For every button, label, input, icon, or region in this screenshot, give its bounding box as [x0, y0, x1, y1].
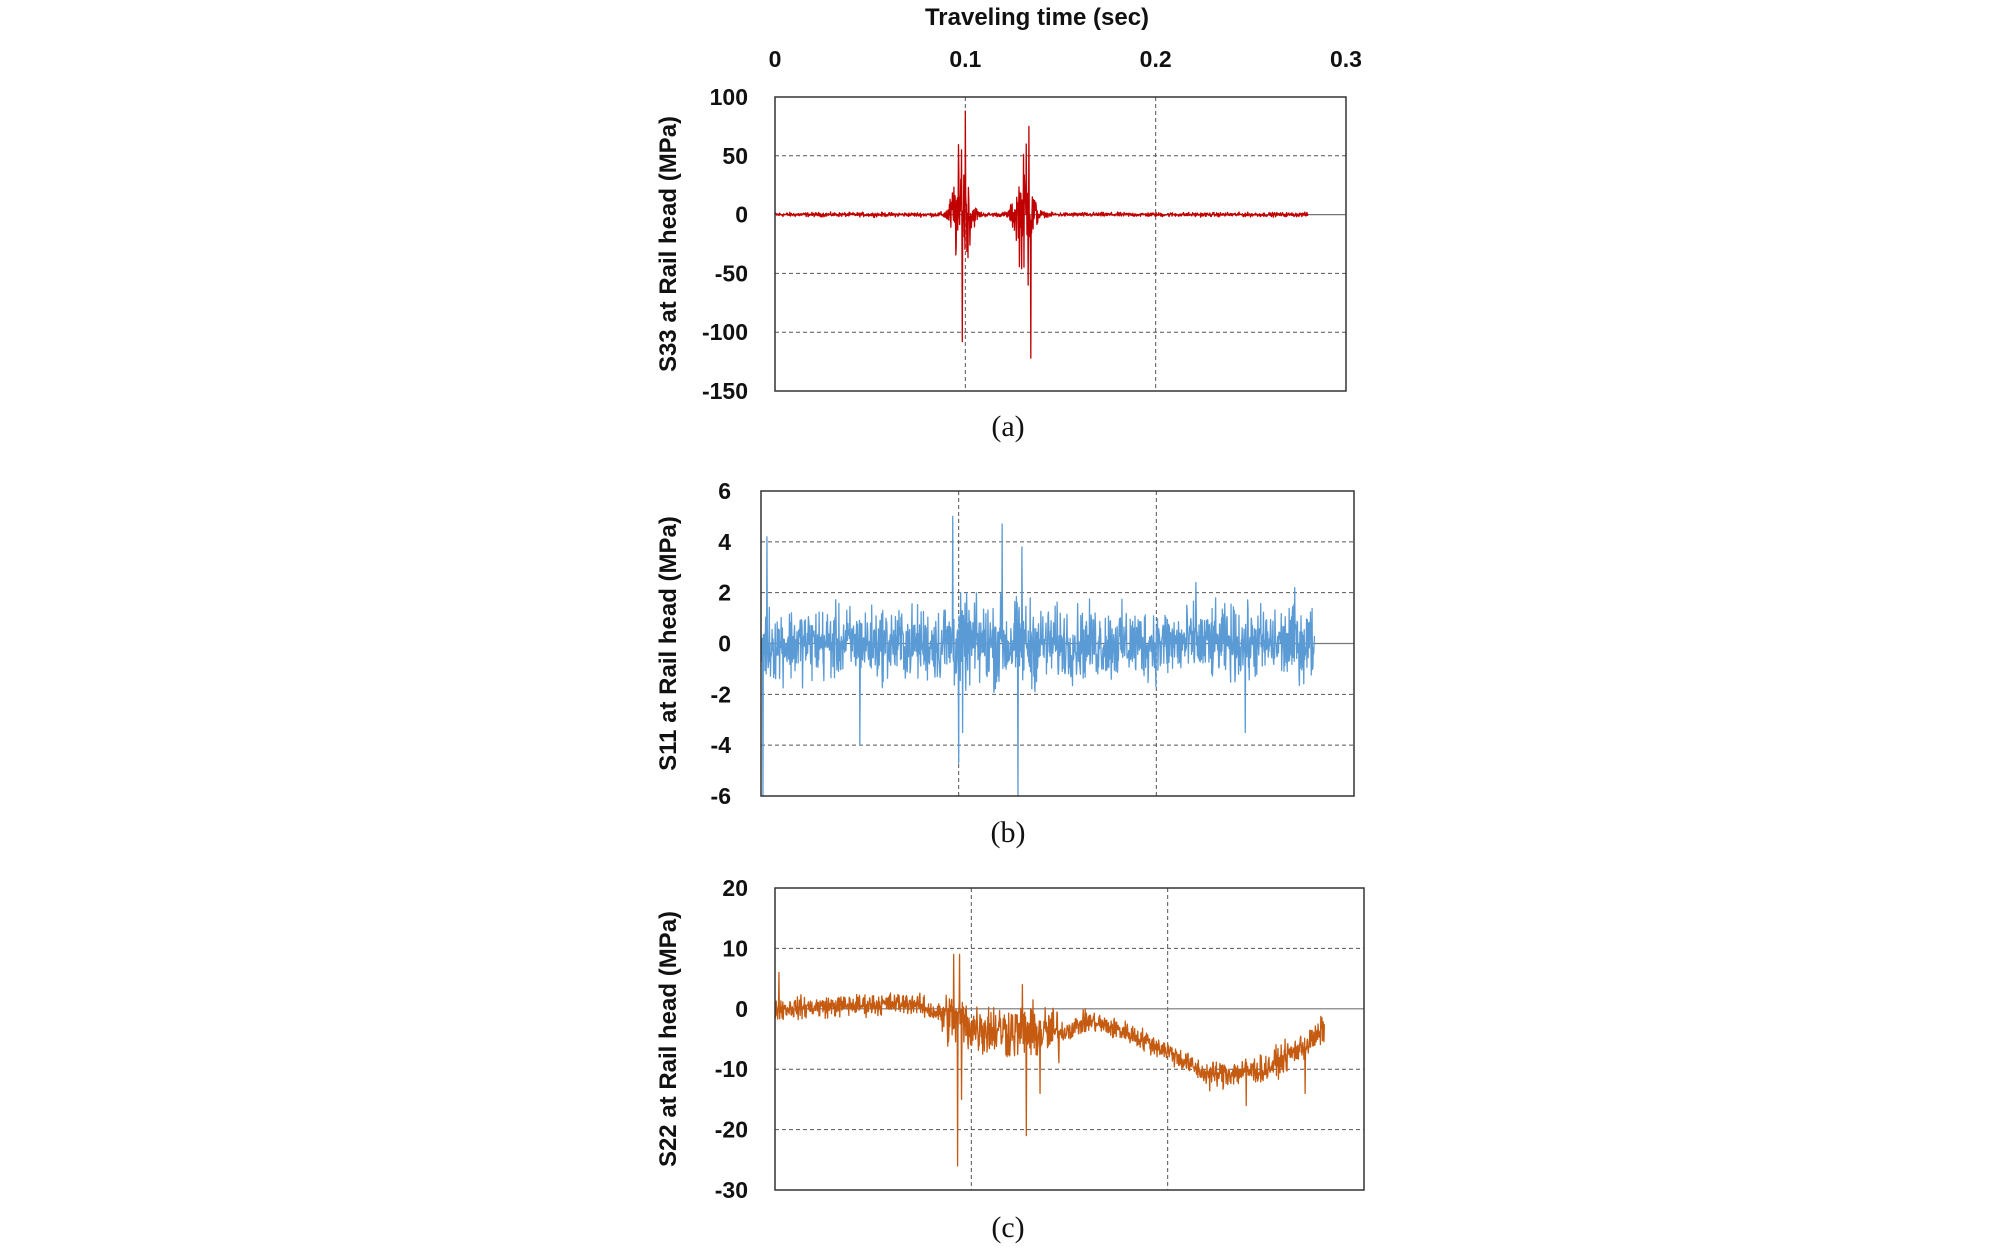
plot-frame [760, 490, 1355, 797]
y-tick-label: -150 [702, 378, 748, 404]
series-line [774, 110, 1309, 359]
y-tick-label: -30 [715, 1177, 748, 1203]
y-tick-label: 0 [735, 996, 748, 1022]
x-tick-label: 0.1 [949, 46, 981, 72]
y-tick-label: -4 [711, 732, 732, 758]
series-line [760, 515, 1316, 797]
y-tick-label: 50 [722, 143, 748, 169]
y-tick-label: 10 [722, 935, 748, 961]
y-tick-label: 4 [718, 529, 731, 555]
chart-b: 6 4 2 0 -2 -4 -6 S11 at Rail head (MPa) (b) [655, 478, 1355, 849]
x-axis-ticks-top: 0 0.1 0.2 0.3 [769, 46, 1362, 72]
panel-caption: (c) [991, 1211, 1024, 1244]
panel-caption: (b) [991, 816, 1026, 849]
y-tick-label: -10 [715, 1056, 748, 1082]
y-tick-label: 6 [718, 478, 731, 504]
chart-c: 20 10 0 -10 -20 -30 S22 at Rail head (MPa) (c) [655, 875, 1365, 1244]
y-tick-label: -100 [702, 319, 748, 345]
y-tick-label: 100 [710, 84, 748, 110]
x-tick-label: 0 [769, 46, 782, 72]
y-axis-label: S22 at Rail head (MPa) [655, 911, 682, 1167]
chart-a: 100 50 0 -50 -100 -150 S33 at Rail head (MPa) (… [655, 84, 1347, 443]
y-tick-label: -20 [715, 1117, 748, 1143]
x-axis-title: Traveling time (sec) [925, 4, 1149, 31]
y-tick-label: 20 [722, 875, 748, 901]
y-tick-label: -6 [711, 783, 731, 809]
y-axis-label: S33 at Rail head (MPa) [655, 116, 682, 372]
y-tick-label: -50 [715, 260, 748, 286]
y-tick-label: -2 [711, 681, 731, 707]
series-line [774, 953, 1326, 1167]
panel-caption: (a) [991, 410, 1024, 443]
x-tick-label: 0.2 [1140, 46, 1172, 72]
y-axis-label: S11 at Rail head (MPa) [655, 516, 682, 771]
x-tick-label: 0.3 [1330, 46, 1362, 72]
y-tick-label: 0 [718, 631, 731, 657]
plot-frame [774, 887, 1365, 1191]
y-tick-label: 2 [718, 580, 731, 606]
y-tick-label: 0 [735, 202, 748, 228]
plot-frame [774, 96, 1347, 392]
